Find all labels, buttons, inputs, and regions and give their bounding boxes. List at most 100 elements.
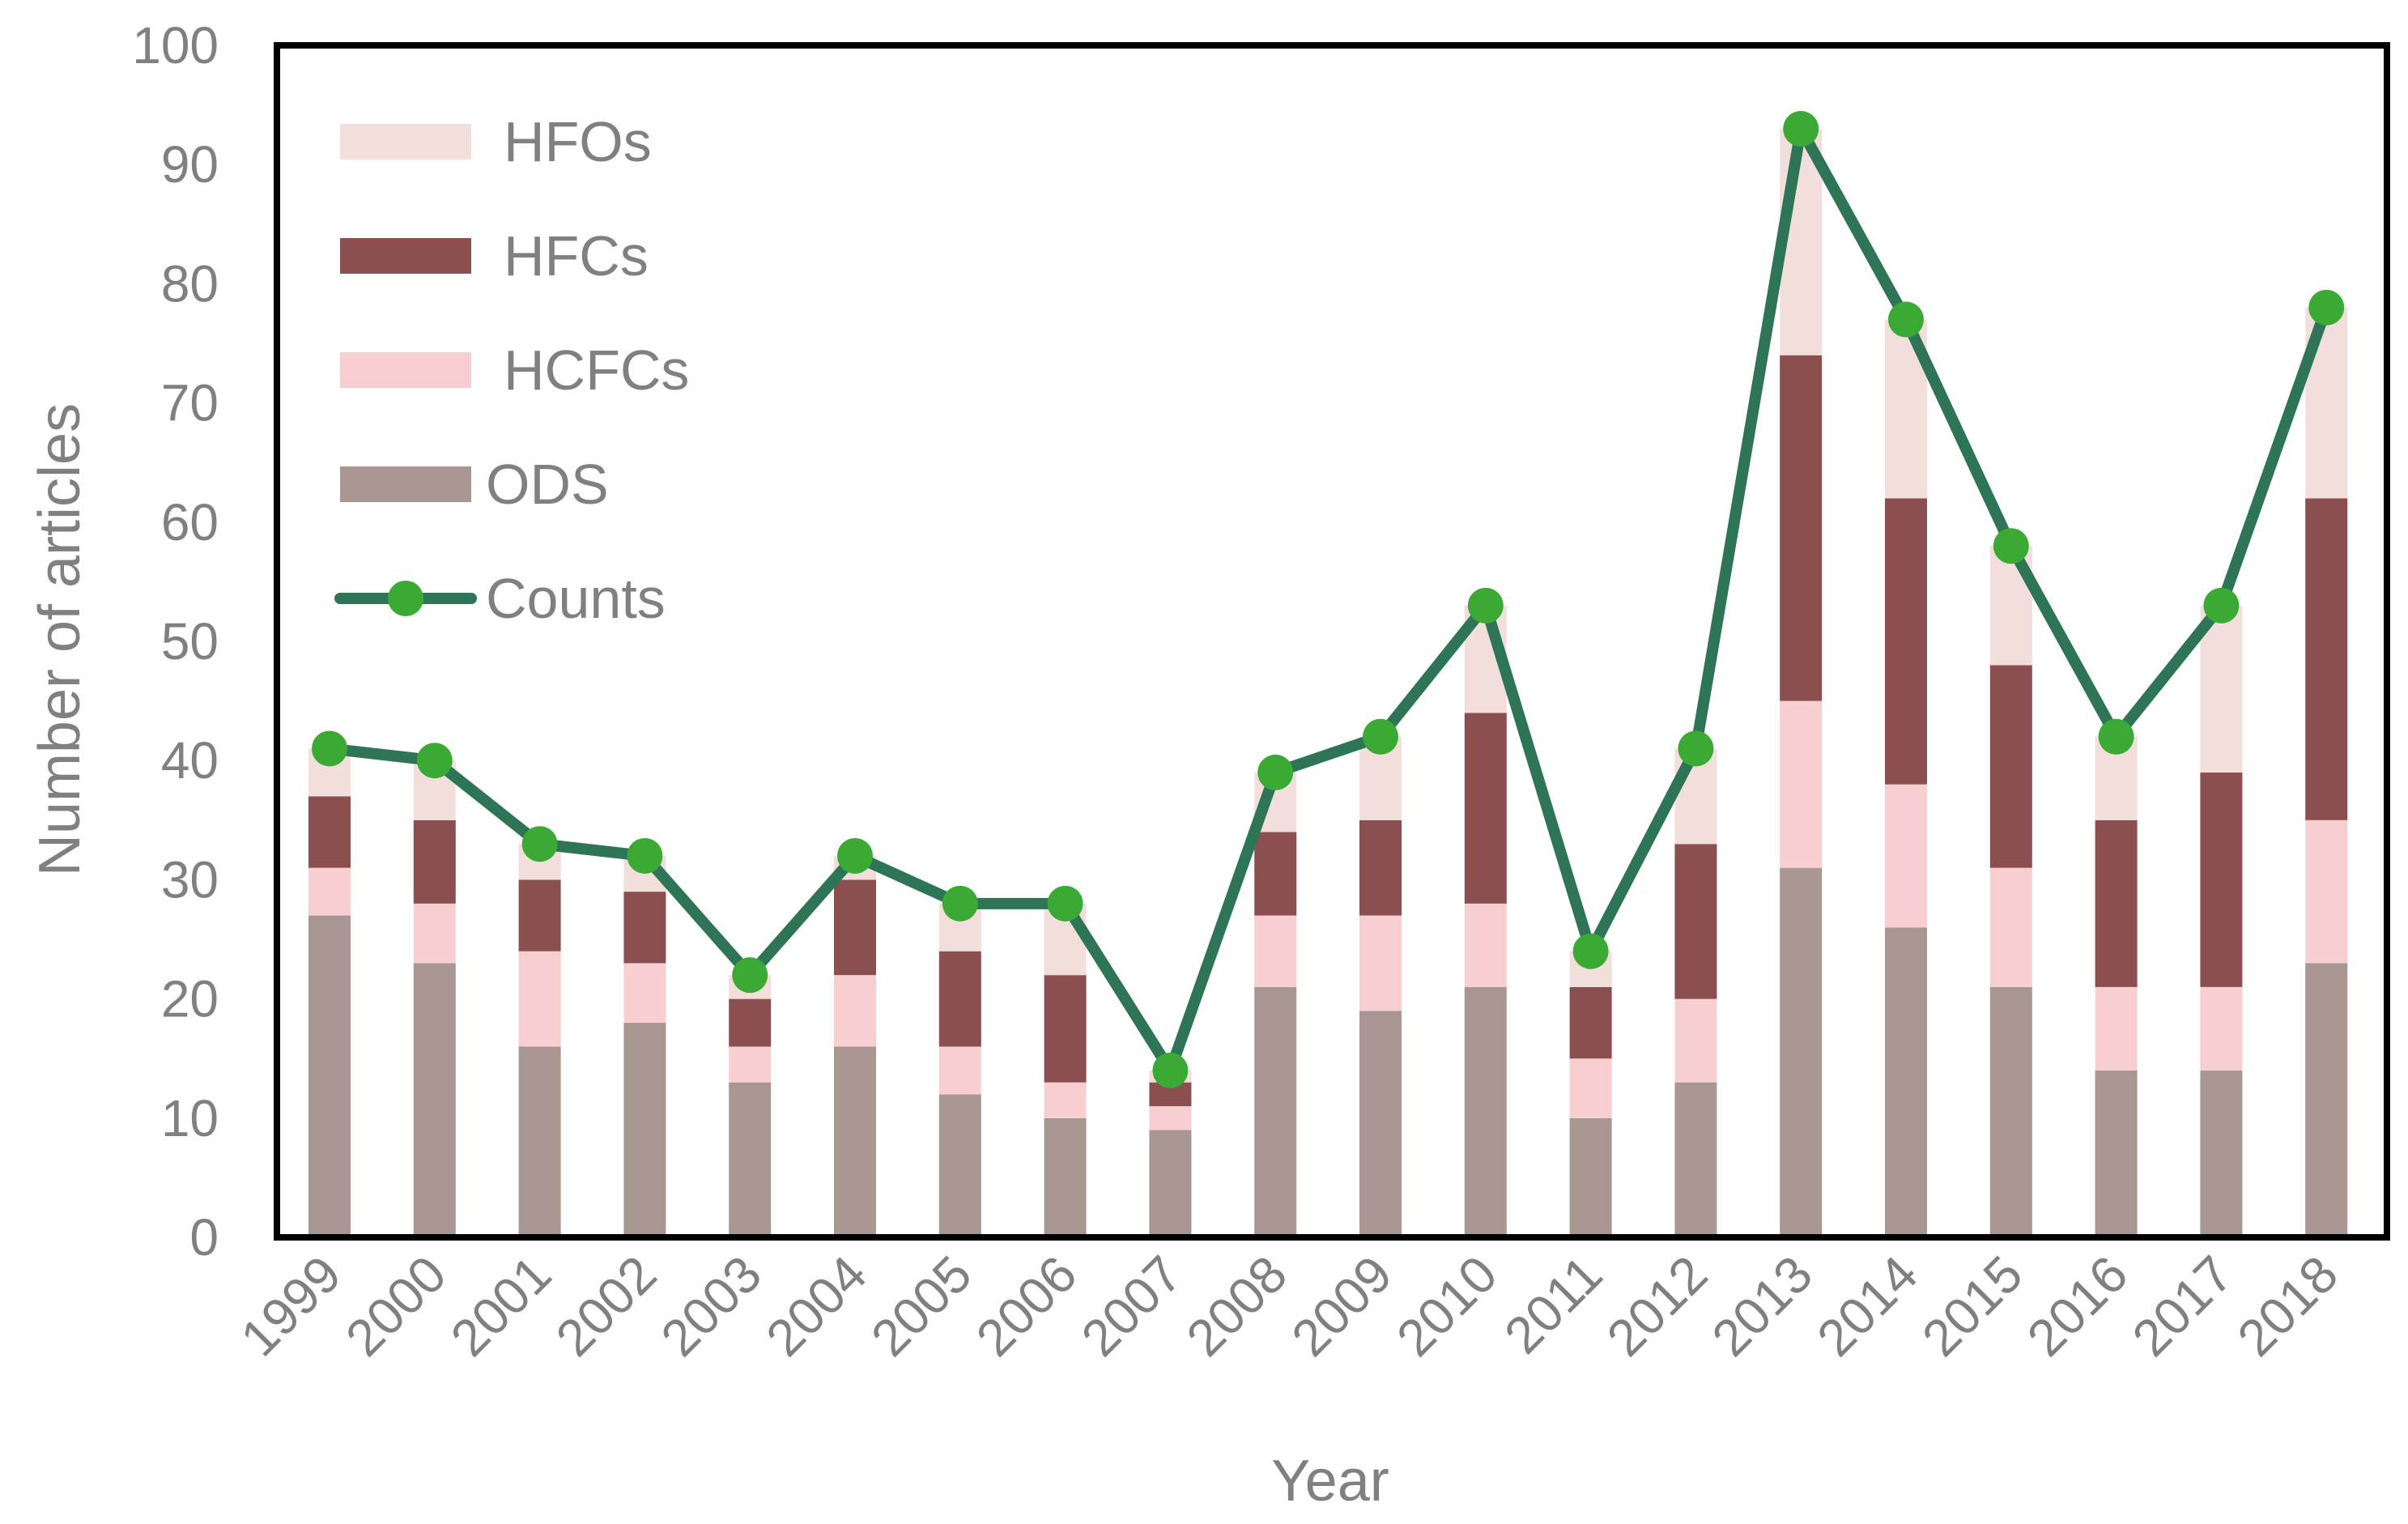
bar-hfcs-2013 — [1780, 355, 1823, 701]
bar-ods-2002 — [623, 1023, 666, 1237]
x-tick-label: 2011 — [1493, 1245, 1613, 1364]
bar-hfcs-1999 — [308, 796, 351, 868]
x-tick-label: 2017 — [2121, 1245, 2244, 1368]
bar-hcfcs-2004 — [834, 975, 876, 1047]
plot-frame — [274, 42, 2390, 1241]
y-tick-label: 30 — [161, 850, 219, 909]
bar-hfcs-2017 — [2200, 772, 2243, 987]
point-counts-2004 — [837, 837, 873, 874]
point-counts-2012 — [1678, 730, 1714, 767]
x-tick-label: 1999 — [229, 1245, 352, 1368]
point-counts-2013 — [1783, 111, 1819, 147]
bar-ods-2010 — [1464, 986, 1507, 1237]
y-tick-label: 0 — [189, 1208, 219, 1266]
x-tick-label: 2000 — [334, 1245, 457, 1368]
bar-hfcs-2008 — [1254, 832, 1297, 916]
bar-hcfcs-2003 — [729, 1046, 772, 1083]
point-counts-2006 — [1047, 885, 1083, 922]
legend-label-ods: ODS — [486, 453, 609, 516]
bar-ods-2003 — [729, 1082, 772, 1237]
legend-label-hcfcs: HCFCs — [504, 338, 689, 402]
x-tick-label: 2004 — [755, 1245, 878, 1368]
legend-swatch-hfcs — [340, 238, 471, 274]
point-counts-1999 — [312, 730, 347, 767]
legend-marker-counts — [388, 581, 423, 616]
x-tick-label: 2013 — [1701, 1245, 1824, 1368]
bar-hcfcs-2009 — [1359, 915, 1402, 1011]
point-counts-2002 — [627, 837, 663, 874]
y-tick-label: 80 — [161, 254, 219, 313]
bar-hfcs-2010 — [1464, 713, 1507, 904]
bar-hcfcs-2012 — [1674, 998, 1717, 1083]
x-tick-label: 2008 — [1176, 1245, 1299, 1368]
bar-hcfcs-2011 — [1569, 1058, 1612, 1118]
bar-hcfcs-2008 — [1254, 915, 1297, 987]
bar-ods-2005 — [938, 1094, 981, 1237]
point-counts-2009 — [1363, 718, 1398, 755]
y-tick-label: 90 — [161, 135, 219, 194]
bar-ods-2004 — [834, 1046, 876, 1237]
x-tick-label: 2014 — [1806, 1245, 1929, 1368]
bar-hcfcs-2002 — [623, 963, 666, 1024]
x-tick-label: 2012 — [1596, 1245, 1719, 1368]
bar-hcfcs-2006 — [1044, 1082, 1087, 1118]
bar-ods-1999 — [308, 915, 351, 1237]
x-tick-label: 2006 — [965, 1245, 1088, 1368]
x-tick-label: 2015 — [1911, 1245, 2034, 1368]
point-counts-2017 — [2203, 587, 2240, 624]
bar-ods-2015 — [1989, 986, 2032, 1237]
x-tick-label: 2016 — [2016, 1245, 2139, 1368]
bar-ods-2009 — [1359, 1011, 1402, 1237]
bar-hfcs-2006 — [1044, 975, 1087, 1083]
point-counts-2001 — [521, 826, 558, 862]
point-counts-2010 — [1467, 587, 1504, 624]
y-tick-label: 50 — [161, 612, 219, 670]
bar-hcfcs-2017 — [2200, 986, 2243, 1071]
y-tick-label: 60 — [161, 493, 219, 551]
bar-hcfcs-2010 — [1464, 903, 1507, 987]
bar-ods-2016 — [2095, 1070, 2138, 1237]
x-tick-label: 2005 — [860, 1245, 983, 1368]
legend-label-hfcs: HFCs — [504, 224, 649, 287]
x-tick-label: 2018 — [2227, 1245, 2350, 1368]
x-tick-label: 2009 — [1280, 1245, 1403, 1368]
x-axis-title: Year — [1271, 1449, 1389, 1513]
bar-ods-2018 — [2305, 963, 2348, 1237]
bar-hcfcs-2000 — [413, 903, 456, 964]
bar-hcfcs-2013 — [1780, 700, 1823, 868]
x-tick-label: 2007 — [1070, 1245, 1193, 1368]
bar-hcfcs-2005 — [938, 1046, 981, 1095]
bar-hcfcs-2014 — [1885, 784, 1927, 928]
bar-hfos-2017 — [2200, 605, 2243, 773]
point-counts-2005 — [942, 885, 978, 922]
legend-label-hfos: HFOs — [504, 110, 652, 173]
bar-ods-2017 — [2200, 1070, 2243, 1237]
legend-swatch-hfos — [340, 124, 471, 160]
bar-ods-2012 — [1674, 1082, 1717, 1237]
bar-hfcs-2018 — [2305, 498, 2348, 820]
point-counts-2003 — [732, 957, 768, 994]
bar-hcfcs-2007 — [1149, 1106, 1192, 1130]
bar-hcfcs-1999 — [308, 867, 351, 916]
bar-hfcs-2005 — [938, 951, 981, 1047]
bar-hfcs-2002 — [623, 892, 666, 964]
bar-hfcs-2001 — [518, 879, 561, 951]
point-counts-2008 — [1257, 754, 1294, 790]
bar-hfcs-2004 — [834, 879, 876, 976]
x-tick-label: 2002 — [545, 1245, 668, 1368]
bar-ods-2013 — [1780, 867, 1823, 1237]
point-counts-2011 — [1572, 933, 1609, 969]
bar-hfcs-2015 — [1989, 665, 2032, 868]
bar-hcfcs-2001 — [518, 951, 561, 1047]
bar-ods-2006 — [1044, 1117, 1087, 1237]
bar-hcfcs-2016 — [2095, 986, 2138, 1071]
point-counts-2014 — [1888, 301, 1924, 338]
bar-ods-2000 — [413, 963, 456, 1237]
legend-label-counts: Counts — [486, 567, 666, 630]
point-counts-2000 — [416, 743, 453, 779]
y-tick-label: 100 — [132, 16, 219, 74]
bar-ods-2007 — [1149, 1130, 1192, 1237]
y-tick-label: 70 — [161, 374, 219, 432]
